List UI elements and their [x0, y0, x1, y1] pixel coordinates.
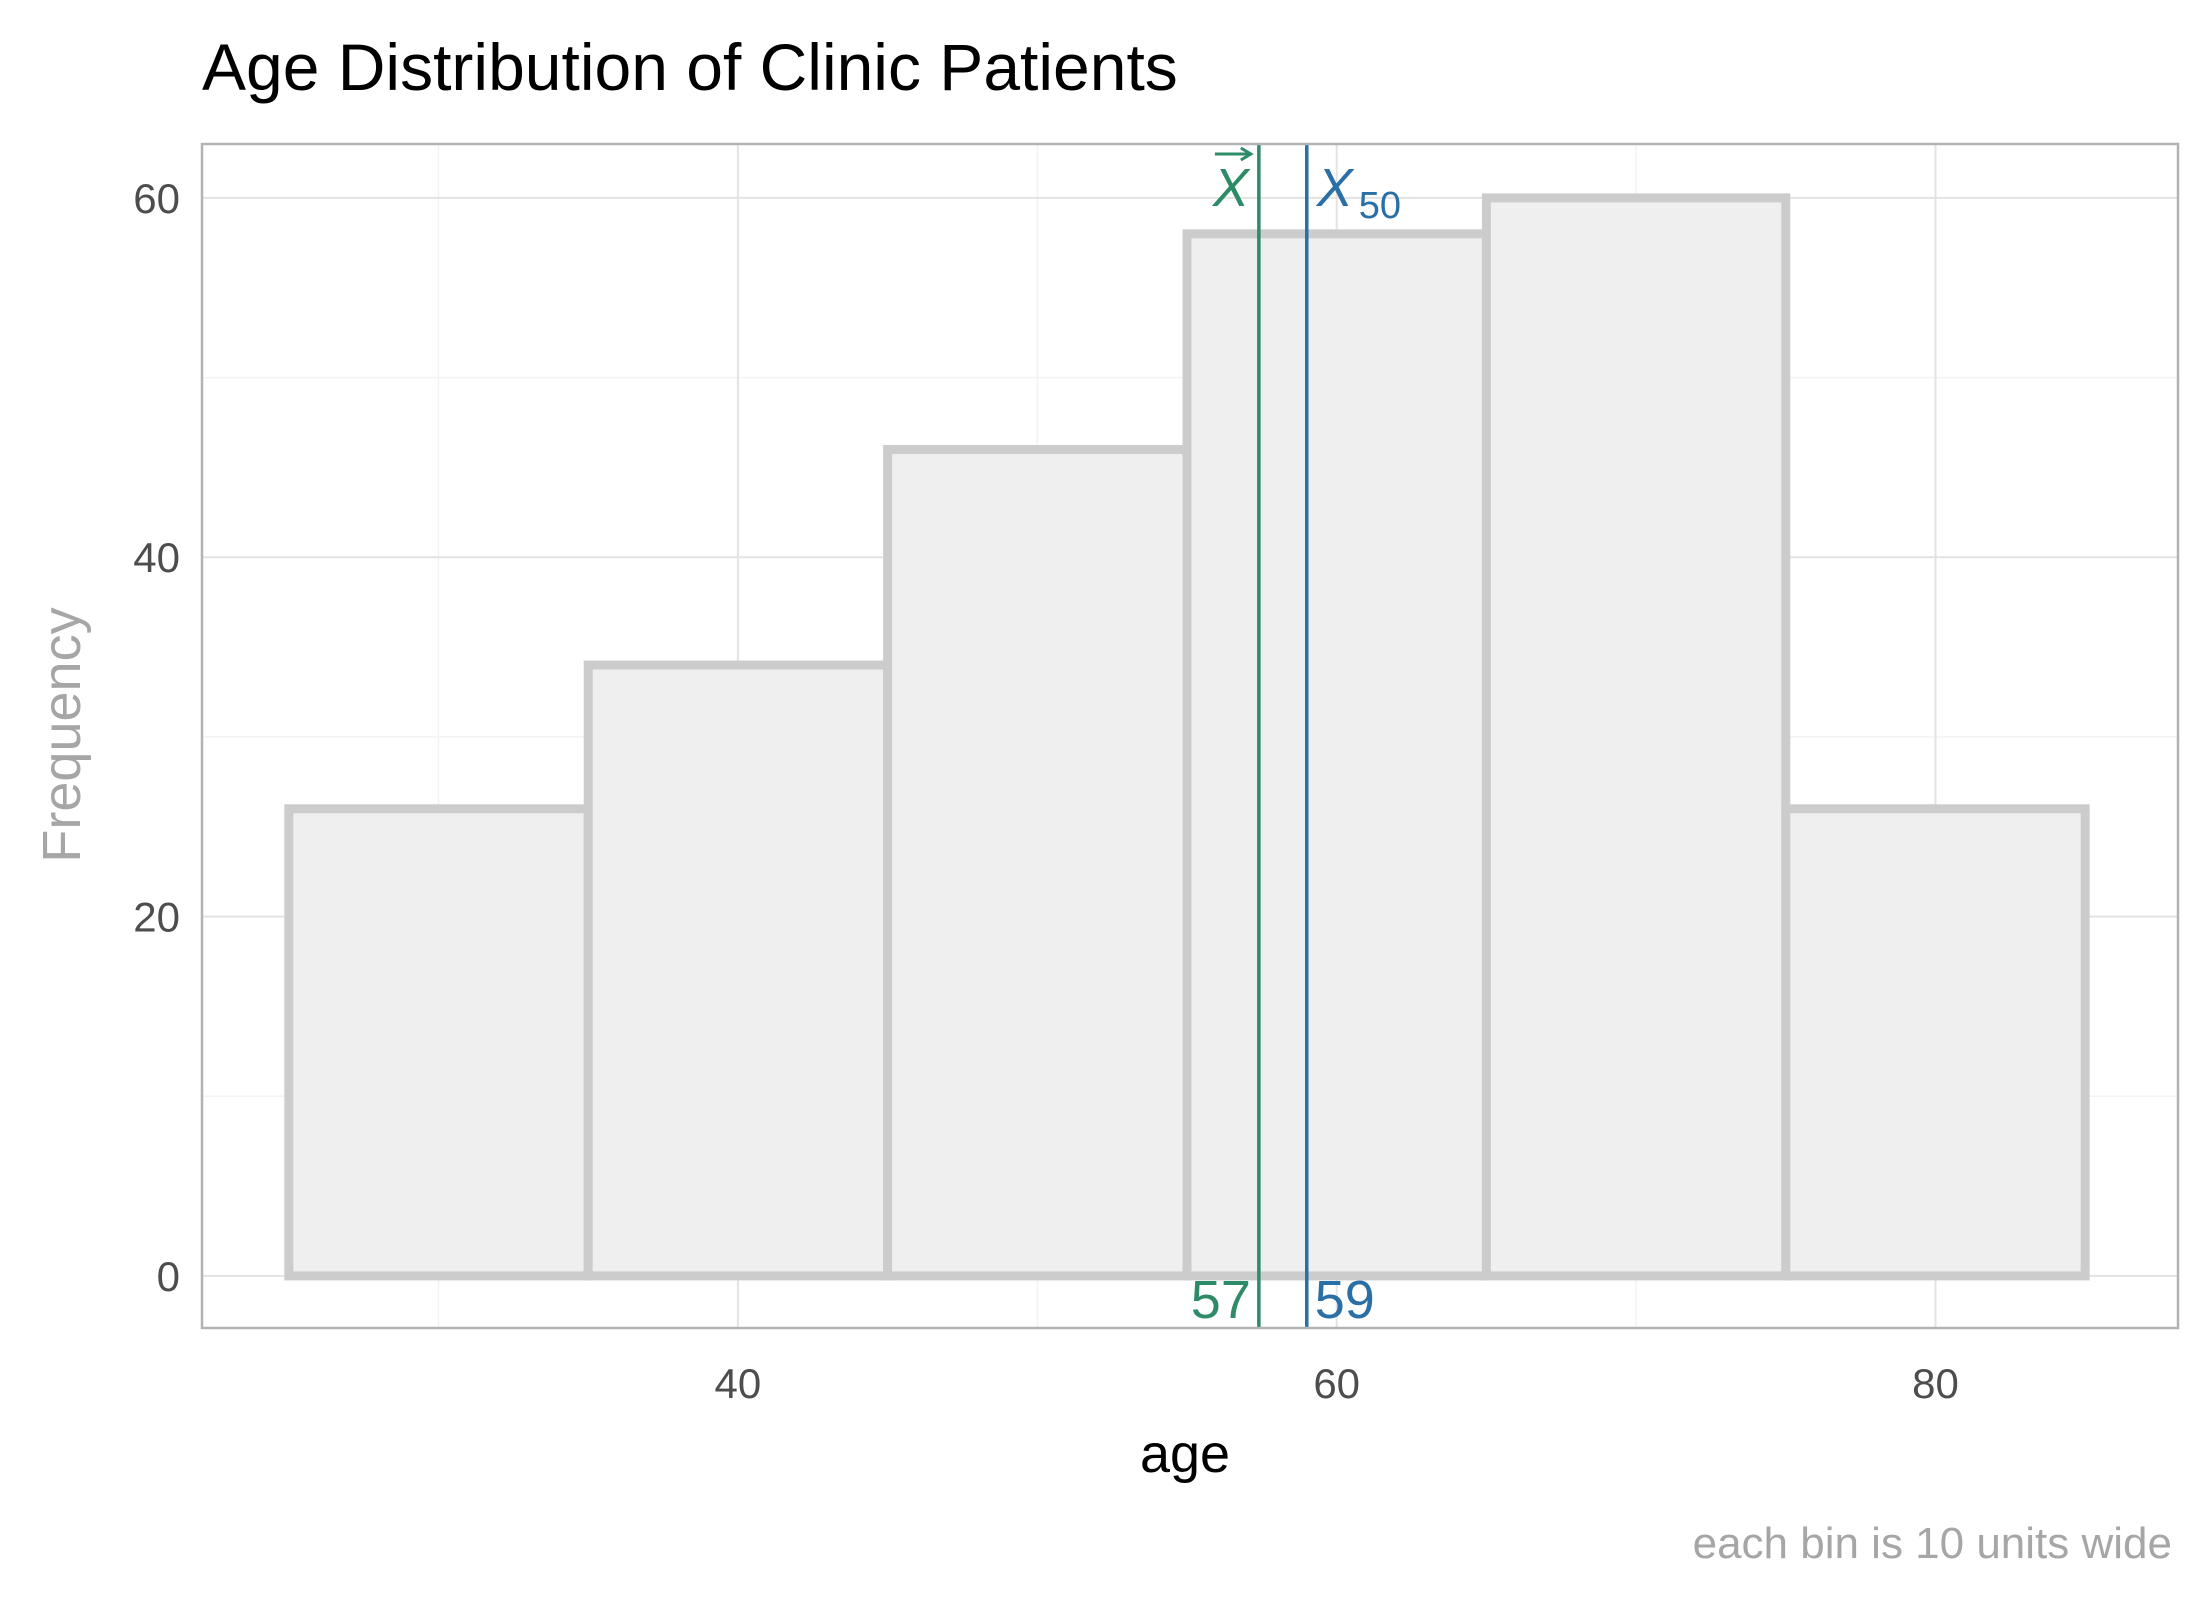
x-axis-ticks: 40 60 80 — [715, 1360, 1959, 1407]
histogram-bar — [1182, 229, 1491, 1281]
histogram-bars — [284, 193, 2090, 1281]
histogram-bar — [883, 444, 1192, 1281]
y-axis-ticks: 0 20 40 60 — [133, 175, 180, 1300]
x-axis-title: age — [1140, 1424, 1230, 1484]
y-tick-label: 60 — [133, 175, 180, 222]
median-symbol-label: X 50 — [1315, 158, 1401, 227]
y-tick-label: 40 — [133, 534, 180, 581]
median-value-label: 59 — [1315, 1270, 1375, 1330]
histogram-bar — [1781, 804, 2090, 1281]
histogram-bar — [1481, 193, 1791, 1281]
chart-caption: each bin is 10 units wide — [1693, 1519, 2172, 1568]
mean-overline-arrowhead — [1240, 146, 1254, 162]
histogram-bar — [284, 804, 593, 1281]
y-tick-label: 20 — [133, 894, 180, 941]
mean-symbol-label: X — [1211, 158, 1251, 218]
median-subscript: 50 — [1359, 185, 1401, 227]
y-tick-label: 0 — [157, 1253, 180, 1300]
x-tick-label: 40 — [715, 1360, 762, 1407]
y-axis-title: Frequency — [32, 607, 92, 862]
histogram-bar — [583, 660, 893, 1281]
reference-lines: 57 X 59 X 50 — [1191, 144, 1401, 1330]
plot-panel-border — [200, 142, 2180, 1330]
chart-title: Age Distribution of Clinic Patients — [202, 30, 1178, 104]
x-tick-label: 60 — [1313, 1360, 1360, 1407]
mean-value-label: 57 — [1191, 1270, 1251, 1330]
x-tick-label: 80 — [1912, 1360, 1959, 1407]
